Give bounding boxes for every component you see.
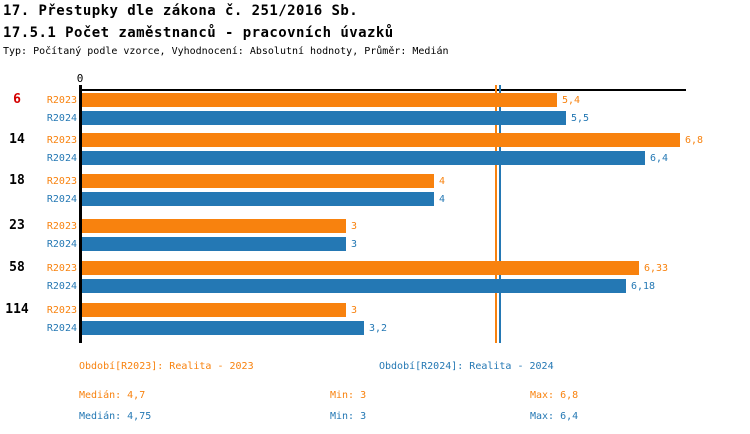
value-label-r2023-114: 3 — [351, 305, 358, 316]
x-axis-tick-label-0: 0 — [76, 72, 84, 85]
value-label-r2023-6: 5,4 — [562, 95, 581, 106]
stat-r2023-min: Min: 3 — [330, 390, 367, 401]
row-label-r2023-114: R2023 — [46, 305, 77, 316]
x-axis-line — [79, 89, 686, 91]
category-label-14: 14 — [9, 132, 25, 147]
bar-r2023-6 — [82, 93, 557, 107]
row-label-r2023-23: R2023 — [46, 221, 77, 232]
y-axis-line — [79, 85, 82, 343]
stat-r2024-median: Medián: 4,75 — [79, 411, 152, 422]
bar-r2023-58 — [82, 261, 639, 275]
value-label-r2023-58: 6,33 — [644, 263, 669, 274]
chart-meta: Typ: Počítaný podle vzorce, Vyhodnocení:… — [3, 46, 449, 57]
bar-r2023-114 — [82, 303, 346, 317]
row-label-r2023-58: R2023 — [46, 263, 77, 274]
value-label-r2023-14: 6,8 — [685, 135, 704, 146]
category-label-6: 6 — [13, 92, 21, 107]
row-label-r2023-18: R2023 — [46, 176, 77, 187]
stat-r2024-min: Min: 3 — [330, 411, 367, 422]
row-label-r2024-114: R2024 — [46, 323, 77, 334]
bar-r2024-18 — [82, 192, 434, 206]
legend-r2024-period: Období[R2024]: Realita - 2024 — [379, 361, 554, 372]
chart-title: 17.5.1 Počet zaměstnanců - pracovních úv… — [3, 25, 394, 41]
stat-r2023-max: Max: 6,8 — [530, 390, 579, 401]
median-line-r2023 — [495, 85, 497, 343]
value-label-r2024-114: 3,2 — [369, 323, 388, 334]
value-label-r2024-14: 6,4 — [650, 153, 669, 164]
page-title: 17. Přestupky dle zákona č. 251/2016 Sb. — [3, 3, 359, 19]
value-label-r2024-58: 6,18 — [631, 281, 656, 292]
value-label-r2024-23: 3 — [351, 239, 358, 250]
stat-r2024-max: Max: 6,4 — [530, 411, 579, 422]
bar-r2024-114 — [82, 321, 364, 335]
bar-r2024-58 — [82, 279, 626, 293]
category-label-58: 58 — [9, 260, 25, 275]
category-label-114: 114 — [5, 302, 29, 317]
bar-r2024-23 — [82, 237, 346, 251]
category-label-18: 18 — [9, 173, 25, 188]
row-label-r2024-58: R2024 — [46, 281, 77, 292]
value-label-r2024-6: 5,5 — [571, 113, 590, 124]
value-label-r2023-18: 4 — [439, 176, 446, 187]
bar-r2023-18 — [82, 174, 434, 188]
stat-r2023-median: Medián: 4,7 — [79, 390, 146, 401]
row-label-r2024-6: R2024 — [46, 113, 77, 124]
row-label-r2023-14: R2023 — [46, 135, 77, 146]
value-label-r2023-23: 3 — [351, 221, 358, 232]
row-label-r2024-18: R2024 — [46, 194, 77, 205]
median-line-r2024 — [499, 85, 501, 343]
value-label-r2024-18: 4 — [439, 194, 446, 205]
row-label-r2024-14: R2024 — [46, 153, 77, 164]
row-label-r2024-23: R2024 — [46, 239, 77, 250]
bar-r2024-14 — [82, 151, 645, 165]
row-label-r2023-6: R2023 — [46, 95, 77, 106]
bar-r2023-23 — [82, 219, 346, 233]
category-label-23: 23 — [9, 218, 25, 233]
legend-r2023-period: Období[R2023]: Realita - 2023 — [79, 361, 254, 372]
bar-r2023-14 — [82, 133, 680, 147]
bar-r2024-6 — [82, 111, 566, 125]
